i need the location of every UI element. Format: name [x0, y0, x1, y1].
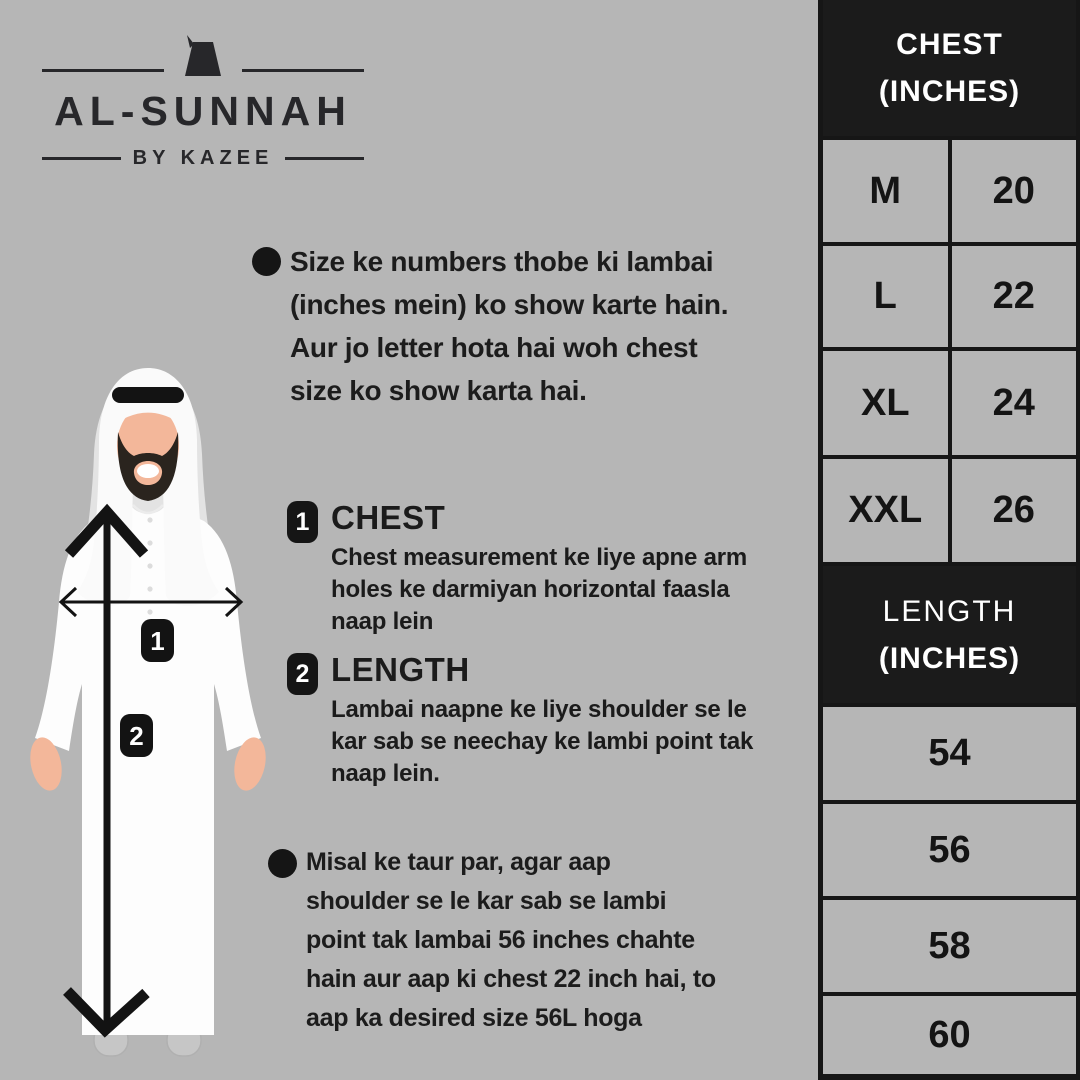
brand-name: AL-SUNNAH — [54, 88, 352, 134]
keffiyeh-front — [77, 368, 219, 607]
chest-arrow-icon — [58, 586, 244, 618]
example-text: Misal ke taur par, agar aap shoulder se … — [306, 848, 716, 1032]
svg-text:1: 1 — [150, 626, 164, 656]
size-cell: M — [823, 140, 948, 242]
value-cell: 22 — [951, 246, 1076, 347]
item-description: Lambai naapne ke liye shoulder se le kar… — [331, 696, 754, 787]
size-cell: L — [823, 246, 948, 347]
brand-subtitle: BY KAZEE — [132, 147, 274, 169]
size-cell: XXL — [823, 459, 948, 562]
fez-hat-icon — [185, 35, 221, 76]
table-row: 54 — [823, 707, 1076, 800]
table-row: XXL 26 — [823, 459, 1076, 562]
agal-band — [112, 387, 184, 403]
length-measure-badge: 2 — [120, 714, 153, 757]
item-description: Chest measurement ke liye apne arm holes… — [331, 544, 748, 635]
teeth — [139, 468, 157, 478]
table-row: 58 — [823, 900, 1076, 992]
measure-item-length: 2 LENGTH Lambai naapne ke liye shoulder … — [287, 650, 753, 790]
length-header-line2: (INCHES) — [878, 641, 1021, 675]
item-number-badge: 1 — [287, 501, 318, 543]
length-cell: 58 — [823, 900, 1076, 992]
chest-table-header: CHEST (INCHES) — [823, 0, 1076, 136]
bullet-icon — [268, 849, 297, 878]
item-title: LENGTH — [331, 651, 470, 688]
hand-right — [234, 737, 266, 791]
table-row: M 20 — [823, 140, 1076, 242]
length-arrow-icon — [63, 503, 150, 1038]
beard — [117, 432, 179, 501]
value-cell: 26 — [951, 459, 1076, 562]
intro-paragraph: Size ke numbers thobe ki lambai (inches … — [252, 240, 827, 412]
table-row: 60 — [823, 996, 1076, 1074]
length-cell: 56 — [823, 804, 1076, 896]
value-cell: 24 — [951, 351, 1076, 455]
example-paragraph: Misal ke taur par, agar aap shoulder se … — [268, 843, 838, 1038]
intro-text: Size ke numbers thobe ki lambai (inches … — [290, 246, 729, 406]
length-cell: 60 — [823, 996, 1076, 1074]
chest-header-line1: CHEST — [896, 28, 1003, 61]
table-row: 56 — [823, 804, 1076, 896]
thobe-body — [35, 504, 261, 1035]
table-row: XL 24 — [823, 351, 1076, 455]
svg-text:2: 2 — [129, 721, 143, 751]
collar-line — [132, 504, 164, 515]
length-cell: 54 — [823, 707, 1076, 800]
chest-measure-badge: 1 — [141, 619, 174, 662]
size-table: CHEST (INCHES) M 20 L 22 XL 24 XXL 26 LE… — [818, 0, 1080, 1080]
size-cell: XL — [823, 351, 948, 455]
value-cell: 20 — [951, 140, 1076, 242]
thobe-measurement-illustration: 1 2 — [30, 368, 266, 1057]
keffiyeh-forehead-band — [111, 397, 185, 422]
hand-left — [30, 737, 62, 791]
logo-line — [42, 69, 164, 72]
bullet-icon — [252, 247, 281, 276]
item-title: CHEST — [331, 499, 446, 536]
table-row: L 22 — [823, 246, 1076, 347]
brand-logo: AL-SUNNAH BY KAZEE — [42, 34, 365, 170]
item-number-badge: 2 — [287, 653, 318, 695]
logo-line — [242, 69, 364, 72]
length-header-line1: LENGTH — [882, 594, 1017, 628]
measure-item-chest: 1 CHEST Chest measurement ke liye apne a… — [287, 498, 747, 638]
length-table-header: LENGTH (INCHES) — [823, 566, 1076, 703]
logo-line — [285, 157, 365, 160]
chest-header-line2: (INCHES) — [878, 75, 1021, 108]
logo-line — [42, 157, 121, 160]
